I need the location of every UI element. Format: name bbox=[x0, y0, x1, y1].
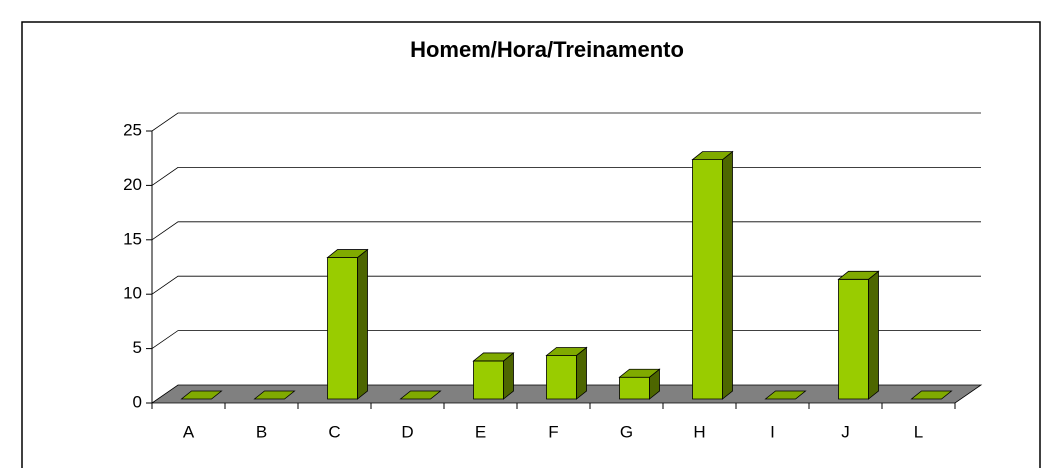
y-tick-label: 10 bbox=[123, 284, 142, 303]
bar-top bbox=[326, 249, 369, 258]
x-tick-label: D bbox=[401, 422, 413, 441]
x-tick-label: L bbox=[914, 422, 923, 441]
y-tick-label: 20 bbox=[123, 175, 142, 194]
bar-top bbox=[691, 151, 734, 161]
bar bbox=[326, 248, 369, 400]
bar-side bbox=[868, 270, 879, 400]
grid-line bbox=[151, 112, 981, 132]
bar-front bbox=[546, 355, 577, 400]
bar bbox=[618, 368, 661, 400]
x-tick-label: A bbox=[183, 422, 195, 441]
bar-top bbox=[910, 390, 953, 400]
x-tick-label: I bbox=[770, 422, 775, 441]
bar-front bbox=[692, 159, 723, 400]
bar-side bbox=[576, 346, 587, 400]
bar-front bbox=[838, 278, 869, 400]
bar bbox=[691, 150, 734, 400]
y-tick-label: 15 bbox=[123, 229, 142, 248]
bar-side bbox=[357, 248, 368, 400]
bar-top bbox=[180, 390, 223, 400]
y-tick-label: 5 bbox=[133, 338, 142, 357]
bar bbox=[253, 390, 296, 400]
y-tick-label: 25 bbox=[123, 120, 142, 139]
bar-side bbox=[722, 150, 733, 400]
chart-title: Homem/Hora/Treinamento bbox=[410, 37, 684, 62]
bar-top bbox=[399, 390, 442, 400]
x-tick-label: C bbox=[328, 422, 340, 441]
bar bbox=[399, 390, 442, 400]
bar bbox=[472, 352, 515, 400]
x-tick-label: J bbox=[841, 422, 850, 441]
bar-top bbox=[618, 368, 661, 378]
bar bbox=[837, 270, 880, 400]
bar-top bbox=[764, 390, 807, 400]
x-tick-label: B bbox=[256, 422, 267, 441]
bar bbox=[910, 390, 953, 400]
bar-top bbox=[837, 270, 880, 280]
y-tick-label: 0 bbox=[133, 392, 142, 411]
bar-front bbox=[619, 376, 650, 400]
x-tick-label: H bbox=[693, 422, 705, 441]
bar bbox=[764, 390, 807, 400]
x-tick-label: E bbox=[475, 422, 486, 441]
bar bbox=[180, 390, 223, 400]
x-tick-label: F bbox=[548, 422, 558, 441]
bar-front bbox=[473, 360, 504, 400]
bar-top bbox=[253, 390, 296, 400]
x-tick-label: G bbox=[620, 422, 633, 441]
bar-top bbox=[545, 347, 588, 356]
bar bbox=[545, 346, 588, 400]
bar-top bbox=[472, 352, 515, 362]
bar-front bbox=[327, 257, 358, 400]
